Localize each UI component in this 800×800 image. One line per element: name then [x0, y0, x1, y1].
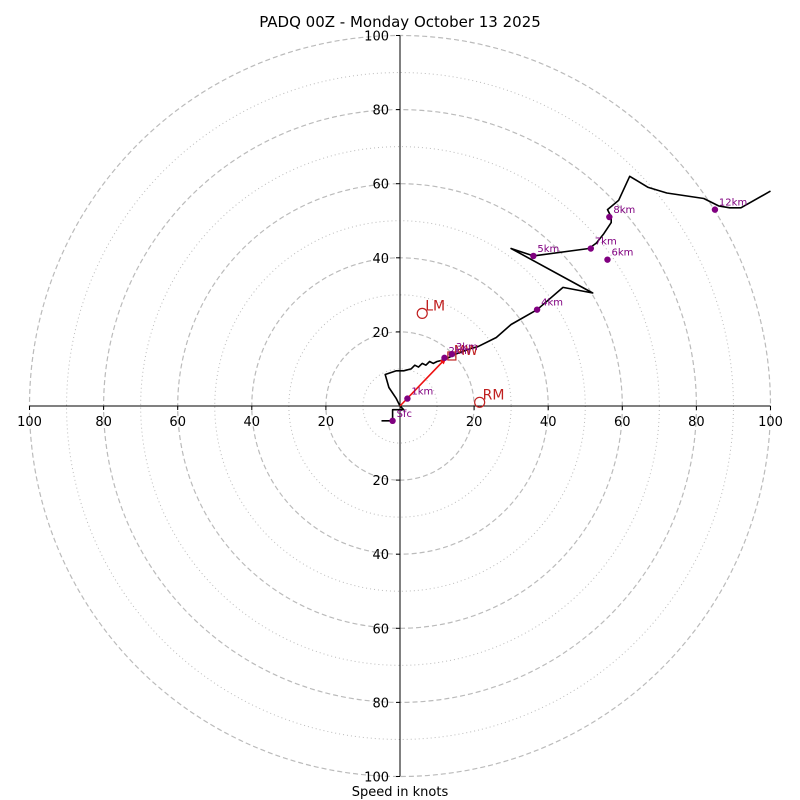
x-tick-label: 80: [95, 415, 112, 430]
x-tick-label: 60: [169, 415, 186, 430]
y-tick-label: 80: [372, 104, 389, 119]
x-tick-label: 40: [244, 415, 261, 430]
x-axis-label: Speed in knots: [352, 785, 449, 800]
height-label-2km: 2km: [448, 346, 470, 357]
y-tick-label: 20: [372, 326, 389, 341]
tick-labels: 100 80 60 40 20 20 40 60 80 100 100 80 60 40 20 20 40 60 8…: [17, 30, 783, 786]
x-tick-label: 100: [17, 415, 42, 430]
mean-wind-label: MW: [454, 344, 478, 359]
y-tick-label: 60: [372, 622, 389, 637]
y-tick-label: 100: [364, 771, 389, 786]
height-marker-1km: [404, 395, 411, 402]
x-tick-label: 20: [318, 415, 335, 430]
storm-motion-label-rm: RM: [483, 387, 505, 403]
height-marker-12km: [711, 206, 719, 213]
hodograph-trace: [381, 175, 771, 422]
y-tick-label: 100: [364, 30, 389, 45]
height-marker-5km: [530, 252, 537, 260]
storm-motion-marker-rm: [474, 396, 486, 408]
height-marker-7km: [587, 245, 595, 252]
y-tick-label: 40: [372, 252, 389, 267]
storm-motion-label-lm: LM: [425, 298, 445, 314]
y-tick-label: 60: [372, 178, 389, 193]
chart-title: PADQ 00Z - Monday October 13 2025: [259, 13, 541, 31]
x-tick-label: 80: [688, 415, 705, 430]
x-tick-label: 40: [540, 415, 557, 430]
height-label-3km: 3km: [456, 342, 478, 353]
height-label-12km: 12km: [719, 198, 747, 209]
height-marker-4km: [533, 306, 541, 313]
x-tick-label: 60: [614, 415, 631, 430]
x-tick-label: 100: [758, 415, 783, 430]
y-tick-label: 20: [372, 474, 389, 489]
y-tick-label: 40: [372, 548, 389, 563]
height-marker-6km: [604, 256, 611, 263]
x-tick-label: 20: [466, 415, 483, 430]
height-label-4km: 4km: [541, 298, 563, 309]
height-marker-3km: [448, 350, 456, 358]
height-marker-sfc: [389, 417, 396, 425]
height-marker-2km: [441, 354, 448, 362]
height-marker-8km: [606, 213, 613, 221]
height-label-sfc: Sfc: [397, 409, 412, 420]
height-label-8km: 8km: [613, 205, 635, 216]
height-label-5km: 5km: [537, 244, 559, 255]
y-tick-label: 80: [372, 696, 389, 711]
height-label-1km: 1km: [411, 387, 433, 398]
storm-motion-marker-lm: [416, 307, 428, 319]
height-label-7km: 7km: [595, 237, 617, 248]
height-label-6km: 6km: [611, 248, 633, 259]
